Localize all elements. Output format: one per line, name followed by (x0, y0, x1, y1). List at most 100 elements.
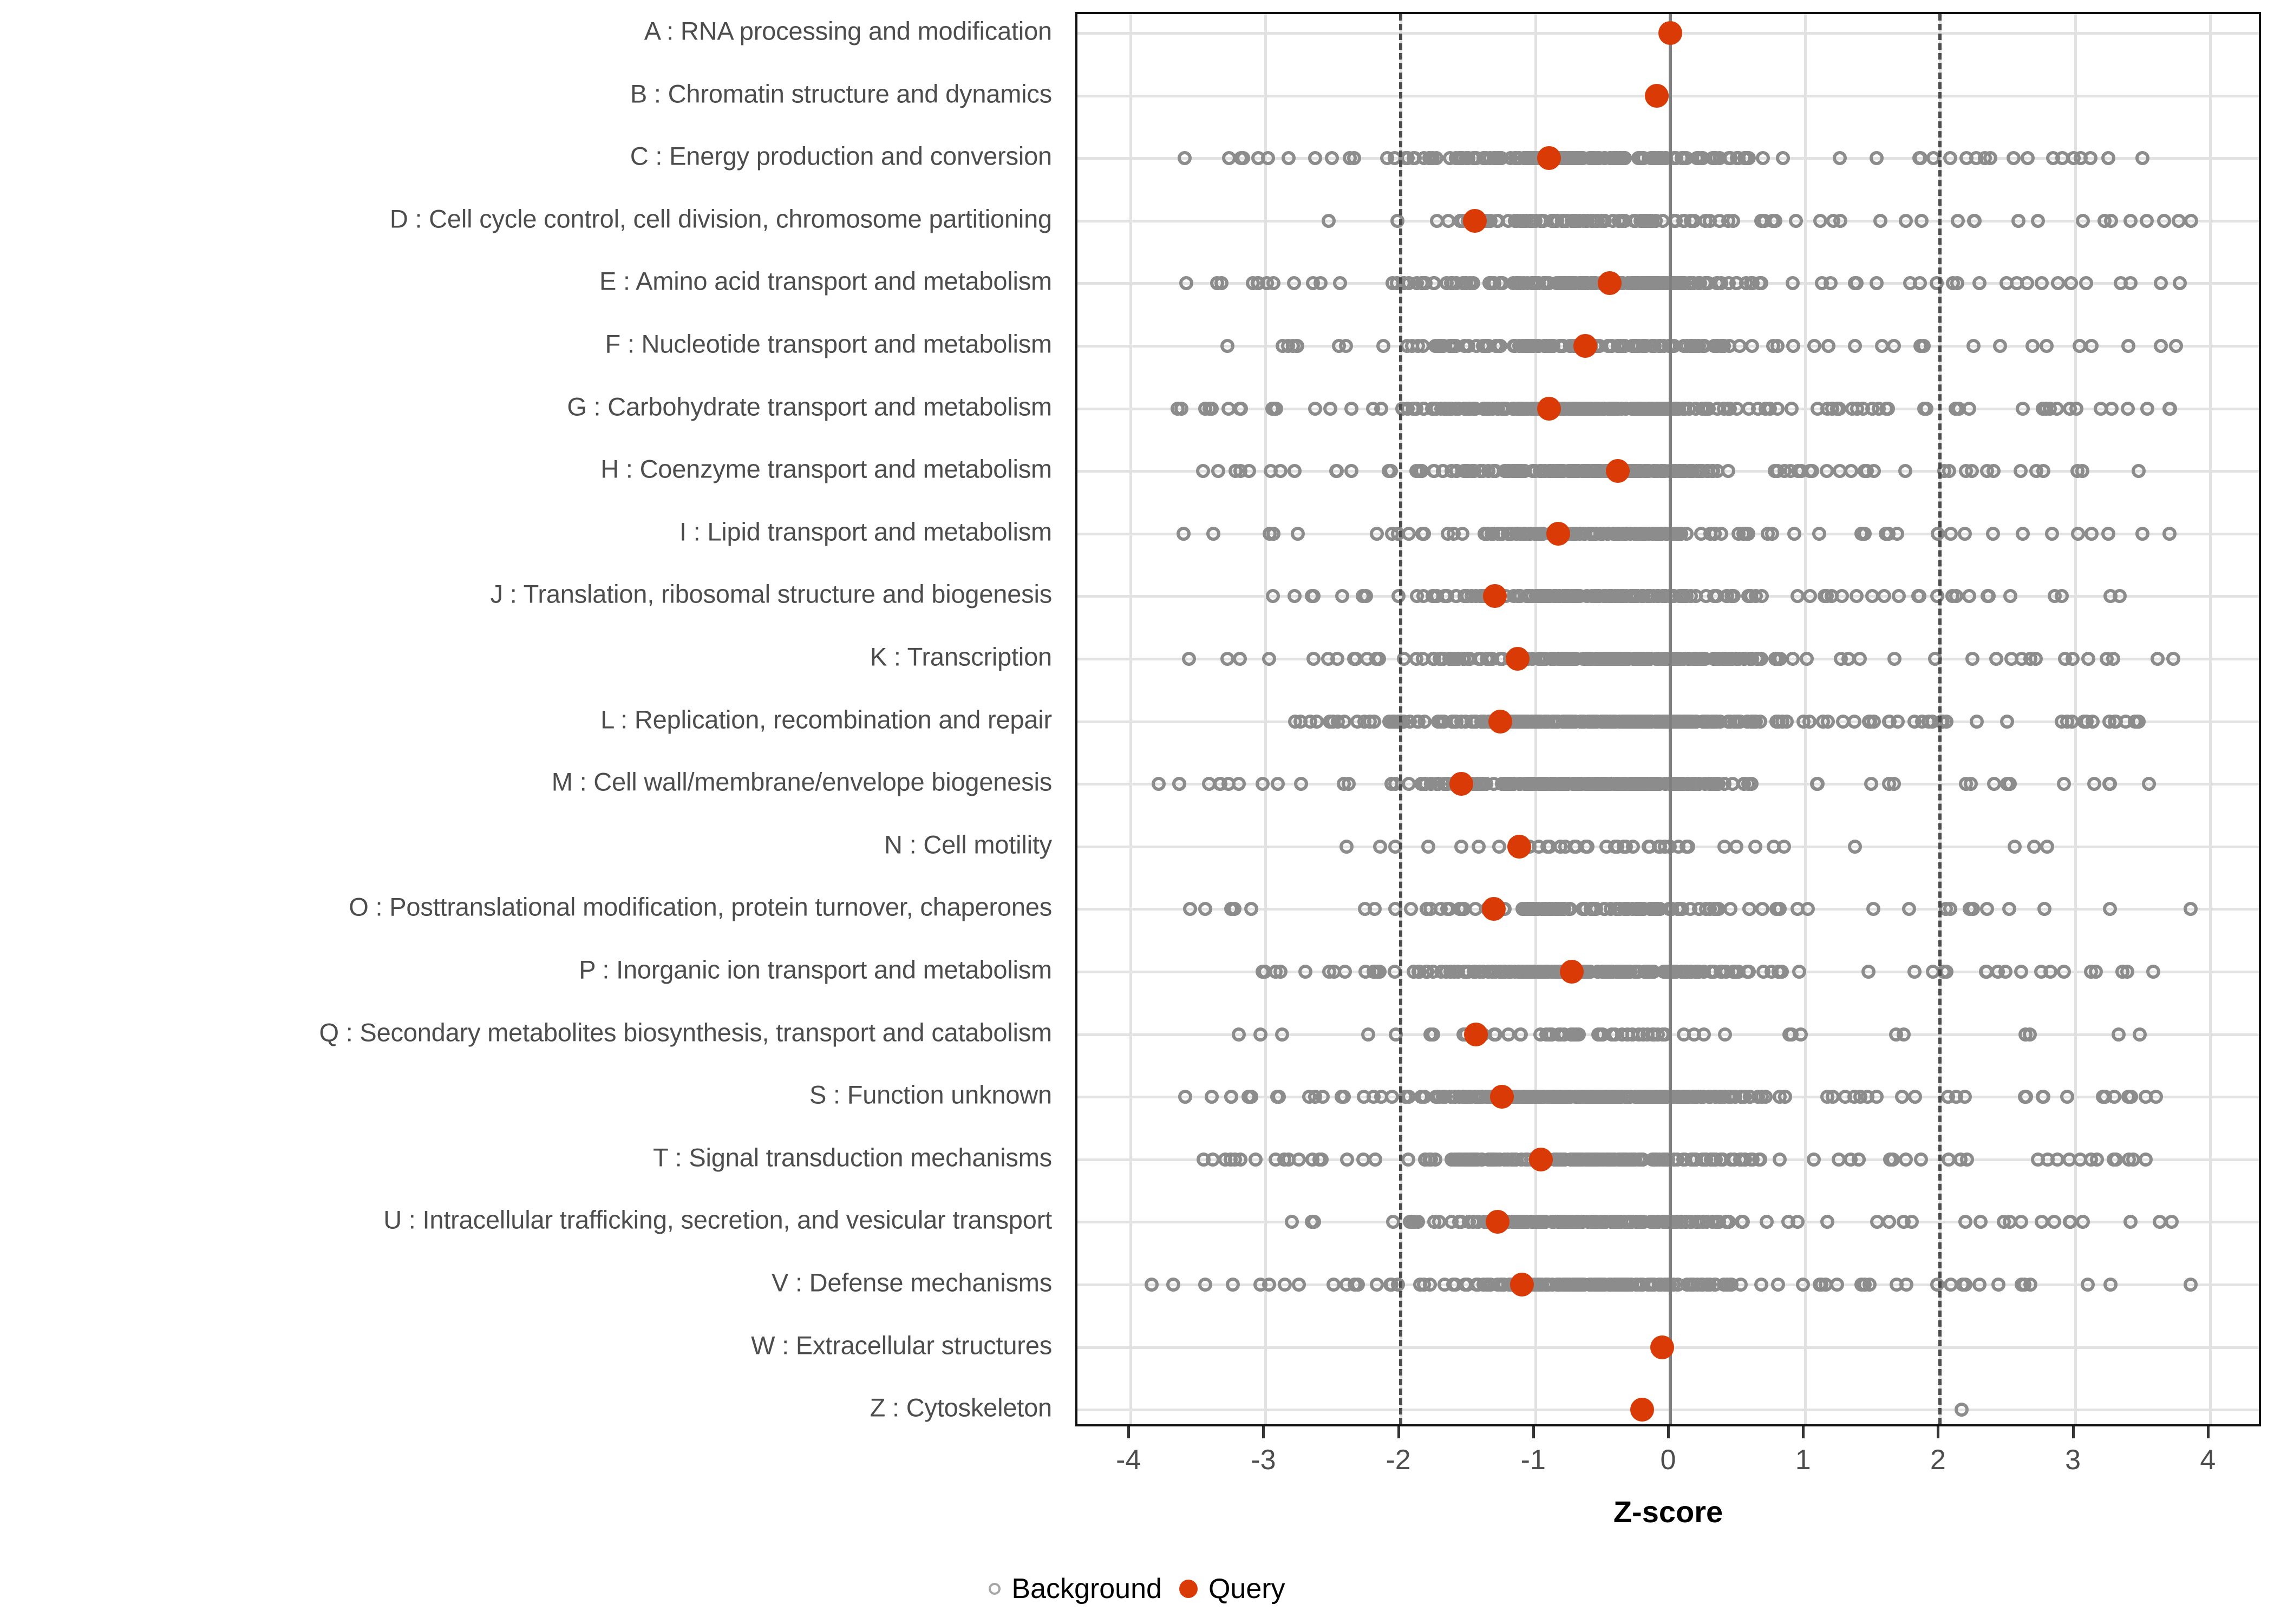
y-axis-label: T : Signal transduction mechanisms (653, 1143, 1052, 1172)
background-point (2102, 777, 2117, 791)
background-point (1881, 1215, 1896, 1229)
background-point (1341, 777, 1356, 791)
background-point (1384, 777, 1399, 791)
background-point (1504, 526, 1518, 541)
background-point (2120, 965, 2135, 979)
background-point (1886, 1152, 1900, 1167)
background-point (1323, 401, 1337, 416)
x-axis-tick (1532, 1426, 1535, 1438)
background-point (1821, 714, 1835, 729)
background-point (1717, 1027, 1732, 1042)
background-point (2040, 339, 2054, 353)
background-point (1949, 589, 1964, 604)
background-point (1432, 1215, 1446, 1229)
background-point (1266, 526, 1281, 541)
background-point (1833, 213, 1848, 228)
background-point (1695, 151, 1709, 166)
background-point (1444, 1215, 1459, 1229)
background-point (1987, 464, 2001, 479)
background-point (1794, 1027, 1808, 1042)
background-point (2123, 1215, 2138, 1229)
background-point (1847, 839, 1862, 854)
background-point (1580, 1090, 1595, 1104)
background-point (1195, 464, 1210, 479)
background-point (1785, 276, 1800, 291)
background-point (1554, 1215, 1569, 1229)
background-point (1672, 401, 1687, 416)
background-point (1772, 902, 1787, 916)
background-point (1511, 401, 1526, 416)
background-point (1685, 1152, 1700, 1167)
background-point (2029, 652, 2043, 666)
background-point (1410, 589, 1424, 604)
background-point (1285, 1215, 1299, 1229)
background-point (2003, 589, 2018, 604)
background-point (1463, 652, 1478, 666)
background-point (1636, 526, 1651, 541)
background-point (2148, 1090, 2163, 1104)
background-point (1145, 1278, 1159, 1292)
background-point (2101, 526, 2115, 541)
background-point (1288, 589, 1302, 604)
open-circle-icon (989, 1582, 1001, 1595)
background-point (1234, 401, 1249, 416)
x-axis-tick-label: -4 (1116, 1444, 1141, 1476)
background-point (2184, 213, 2199, 228)
background-point (1537, 339, 1551, 353)
background-point (2135, 526, 2149, 541)
background-point (1262, 652, 1276, 666)
background-point (1427, 276, 1441, 291)
background-point (1733, 339, 1747, 353)
background-point (1330, 464, 1344, 479)
background-point (2121, 339, 2136, 353)
background-point (1958, 1215, 1973, 1229)
background-point (1720, 589, 1734, 604)
background-point (2049, 401, 2064, 416)
background-point (1886, 777, 1901, 791)
background-point (2075, 1215, 2090, 1229)
background-point (2164, 1215, 2179, 1229)
background-point (1495, 276, 1510, 291)
background-point (1723, 902, 1738, 916)
background-point (1176, 526, 1191, 541)
background-point (1703, 526, 1717, 541)
background-point (1401, 1152, 1416, 1167)
background-point (1488, 151, 1502, 166)
background-point (1867, 464, 1881, 479)
background-point (2006, 151, 2021, 166)
background-point (2018, 1027, 2033, 1042)
background-point (1911, 589, 1926, 604)
background-point (1980, 589, 1995, 604)
background-point (2106, 652, 2121, 666)
background-point (1321, 213, 1336, 228)
background-point (1942, 464, 1956, 479)
background-point (2138, 1152, 2153, 1167)
background-point (1648, 777, 1663, 791)
background-point (1312, 1152, 1327, 1167)
background-point (1717, 777, 1731, 791)
background-point (1832, 401, 1847, 416)
query-point (1486, 1210, 1510, 1234)
background-point (1427, 464, 1441, 479)
background-point (1337, 1090, 1351, 1104)
background-point (1829, 1278, 1844, 1292)
background-point (1423, 1027, 1437, 1042)
background-point (1453, 902, 1467, 916)
background-point (2153, 339, 2168, 353)
x-gridline (1264, 14, 1267, 1424)
background-point (1890, 714, 1905, 729)
filled-circle-icon (1179, 1579, 1198, 1598)
plot-area (1077, 14, 2259, 1424)
background-point (1385, 526, 1400, 541)
background-point (1649, 902, 1663, 916)
background-point (1770, 652, 1785, 666)
background-point (1236, 151, 1251, 166)
y-axis-label: G : Carbohydrate transport and metabolis… (567, 392, 1052, 421)
background-point (1369, 1278, 1384, 1292)
query-point (1483, 584, 1507, 608)
query-point (1546, 521, 1571, 546)
query-point (1658, 21, 1682, 45)
query-point (1645, 83, 1669, 108)
background-point (1409, 652, 1423, 666)
y-axis-label: N : Cell motility (884, 830, 1052, 859)
